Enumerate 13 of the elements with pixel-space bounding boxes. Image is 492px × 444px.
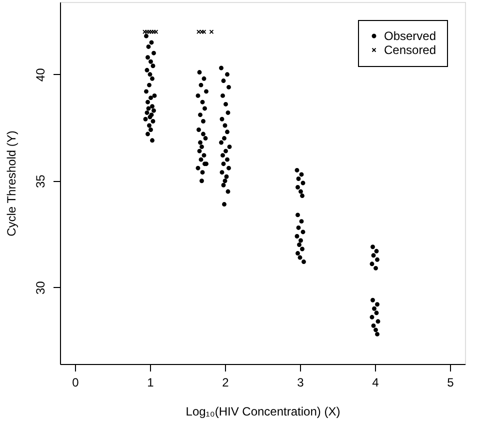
y-tick-label: 30 bbox=[34, 280, 48, 295]
y-tick-label: 40 bbox=[34, 68, 48, 82]
x-tick-label: 1 bbox=[147, 376, 154, 390]
x-tick-label: 3 bbox=[297, 376, 304, 390]
x-tick-label: 0 bbox=[72, 376, 80, 390]
x-axis-title: Log₁₀(HIV Concentration) (X) bbox=[186, 404, 340, 418]
y-axis-title: Cycle Threshold (Y) bbox=[4, 130, 18, 236]
legend-label: Censored bbox=[384, 43, 436, 57]
x-tick-label: 2 bbox=[222, 376, 230, 390]
y-tick-label: 35 bbox=[34, 174, 48, 188]
legend-label: Observed bbox=[384, 29, 436, 43]
x-tick-label: 5 bbox=[447, 376, 454, 390]
x-tick-label: 4 bbox=[372, 376, 380, 390]
